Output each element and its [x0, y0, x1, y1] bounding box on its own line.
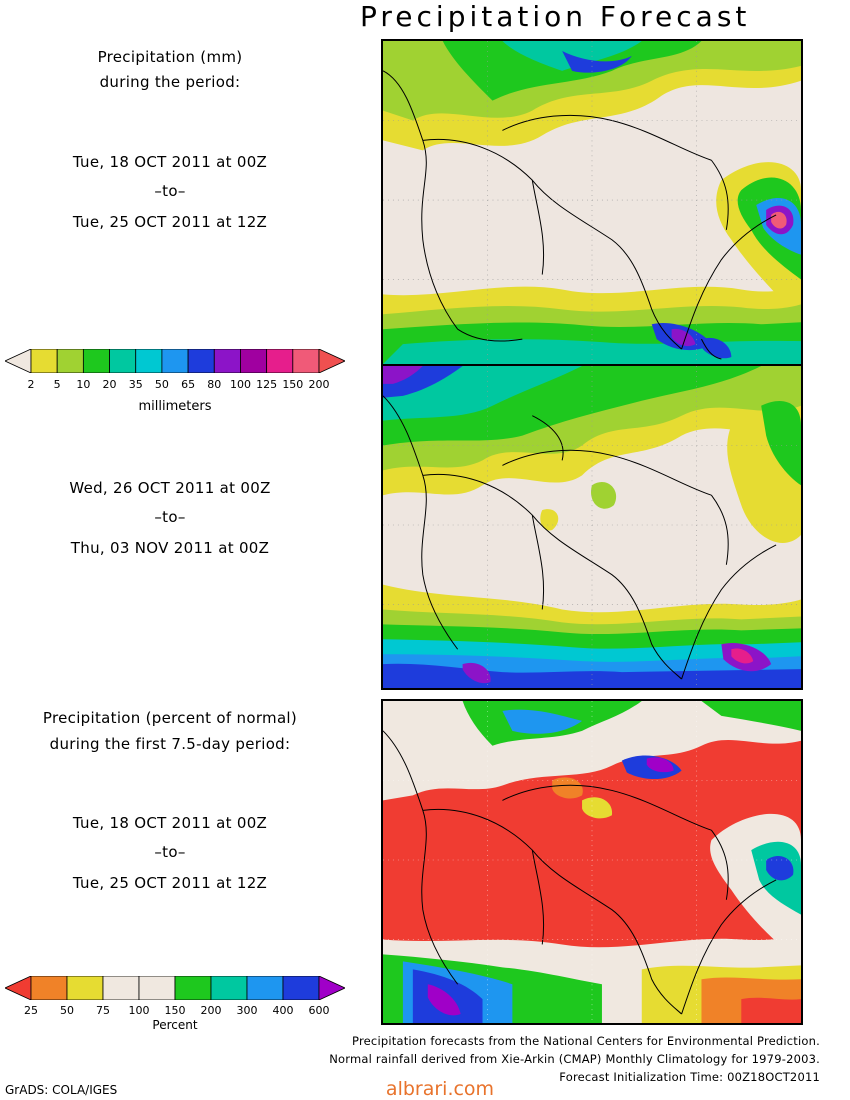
- colorbar-tick-label: 100: [128, 1004, 150, 1017]
- colorbar-tick-label: 5: [53, 378, 61, 391]
- map-panel-week1-mm: [381, 39, 803, 366]
- colorbar-swatch: [30, 349, 58, 373]
- mm-colorbar-unit: millimeters: [138, 399, 212, 414]
- colorbar-swatch: [82, 349, 110, 373]
- footer-line1: Precipitation forecasts from the Nationa…: [352, 1034, 820, 1048]
- colorbar-tick-label: 10: [76, 378, 91, 391]
- colorbar-swatch: [66, 976, 104, 1000]
- colorbar-swatch: [102, 976, 140, 1000]
- colorbar-arrow-low: [5, 976, 32, 1000]
- colorbar-swatch: [246, 976, 284, 1000]
- colorbar-arrow-low: [5, 349, 32, 373]
- period2-start: Wed, 26 OCT 2011 at 00Z: [69, 479, 271, 497]
- colorbar-arrow-high: [318, 349, 345, 373]
- colorbar-tick-label: 20: [102, 378, 117, 391]
- mm-colorbar-labels: 2 5 10 20 35 50 65 80 100 125 150 200: [0, 378, 350, 392]
- colorbar-swatch: [187, 349, 215, 373]
- colorbar-swatch: [135, 349, 163, 373]
- colorbar-tick-label: 25: [24, 1004, 38, 1017]
- colorbar-tick-label: 200: [200, 1004, 222, 1017]
- period3-start: Tue, 18 OCT 2011 at 00Z: [72, 814, 268, 832]
- section1-heading-line2: during the period:: [99, 73, 241, 91]
- period3-separator: –to–: [154, 843, 186, 861]
- colorbar-tick-label: 150: [282, 378, 304, 391]
- percent-colorbar-labels: 25 50 75 100 150 200 300 400 600: [0, 1004, 350, 1018]
- section1-heading-line1: Precipitation (mm): [97, 48, 243, 66]
- colorbar-swatch: [161, 349, 189, 373]
- colorbar-swatch: [282, 976, 320, 1000]
- colorbar-swatch: [30, 976, 68, 1000]
- colorbar-swatch: [210, 976, 248, 1000]
- page-title: Precipitation Forecast: [360, 0, 751, 33]
- colorbar-tick-label: 100: [229, 378, 251, 391]
- colorbar-tick-label: 300: [236, 1004, 258, 1017]
- colorbar-tick-label: 50: [154, 378, 169, 391]
- watermark: albrari.com: [385, 1078, 495, 1100]
- colorbar-tick-label: 600: [308, 1004, 330, 1017]
- colorbar-tick-label: 80: [207, 378, 222, 391]
- colorbar-tick-label: 200: [308, 378, 330, 391]
- colorbar-tick-label: 50: [60, 1004, 74, 1017]
- colorbar-swatch: [138, 976, 176, 1000]
- colorbar-tick-label: 65: [181, 378, 196, 391]
- colorbar-tick-label: 35: [128, 378, 143, 391]
- colorbar-tick-label: 2: [27, 378, 35, 391]
- colorbar-tick-label: 125: [256, 378, 278, 391]
- percent-colorbar-unit: Percent: [152, 1018, 198, 1032]
- colorbar-swatch: [109, 349, 137, 373]
- colorbar-tick-label: 400: [272, 1004, 294, 1017]
- period1-separator: –to–: [154, 182, 186, 200]
- colorbar-tick-label: 150: [164, 1004, 186, 1017]
- colorbar-swatch: [213, 349, 241, 373]
- colorbar-swatch: [174, 976, 212, 1000]
- mm-colorbar: [5, 349, 345, 373]
- period1-end: Tue, 25 OCT 2011 at 12Z: [72, 213, 268, 231]
- section2-heading-line2: during the first 7.5-day period:: [49, 735, 291, 753]
- footer-line2: Normal rainfall derived from Xie-Arkin (…: [329, 1052, 820, 1066]
- grads-credit: GrADS: COLA/IGES: [5, 1083, 118, 1097]
- colorbar-swatch: [266, 349, 294, 373]
- period1-start: Tue, 18 OCT 2011 at 00Z: [72, 153, 268, 171]
- period2-end: Thu, 03 NOV 2011 at 00Z: [70, 539, 270, 557]
- period3-end: Tue, 25 OCT 2011 at 12Z: [72, 874, 268, 892]
- colorbar-swatch: [240, 349, 268, 373]
- map-panel-week2-mm: [381, 364, 803, 690]
- colorbar-arrow-high: [318, 976, 345, 1000]
- map-panel-percent-of-normal: [381, 699, 803, 1025]
- section2-heading-line1: Precipitation (percent of normal): [42, 709, 298, 727]
- colorbar-tick-label: 75: [96, 1004, 110, 1017]
- colorbar-swatch: [292, 349, 320, 373]
- period2-separator: –to–: [154, 508, 186, 526]
- colorbar-swatch: [56, 349, 84, 373]
- percent-colorbar: [5, 976, 345, 1000]
- footer-line3: Forecast Initialization Time: 00Z18OCT20…: [559, 1070, 820, 1084]
